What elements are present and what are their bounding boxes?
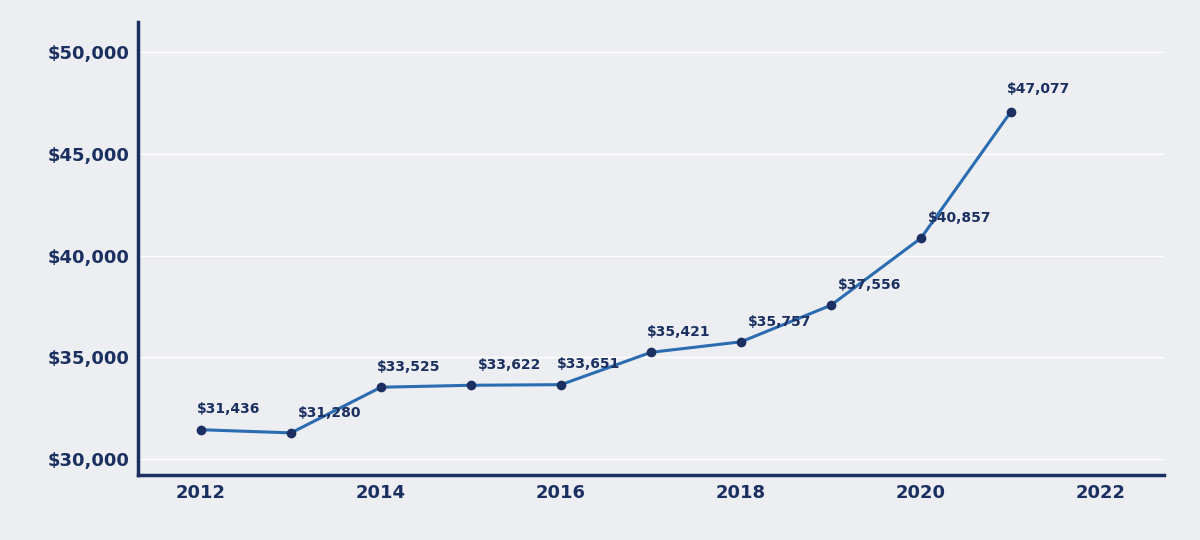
Text: $33,622: $33,622 [479,358,541,372]
Text: $40,857: $40,857 [929,211,991,225]
Text: $47,077: $47,077 [1007,82,1069,96]
Text: $33,525: $33,525 [377,360,440,374]
Text: $37,556: $37,556 [839,278,901,292]
Text: $31,280: $31,280 [299,406,361,420]
Text: $31,436: $31,436 [197,402,260,416]
Text: $33,651: $33,651 [557,357,620,372]
Text: $35,757: $35,757 [749,315,811,329]
Text: $35,421: $35,421 [647,325,710,339]
